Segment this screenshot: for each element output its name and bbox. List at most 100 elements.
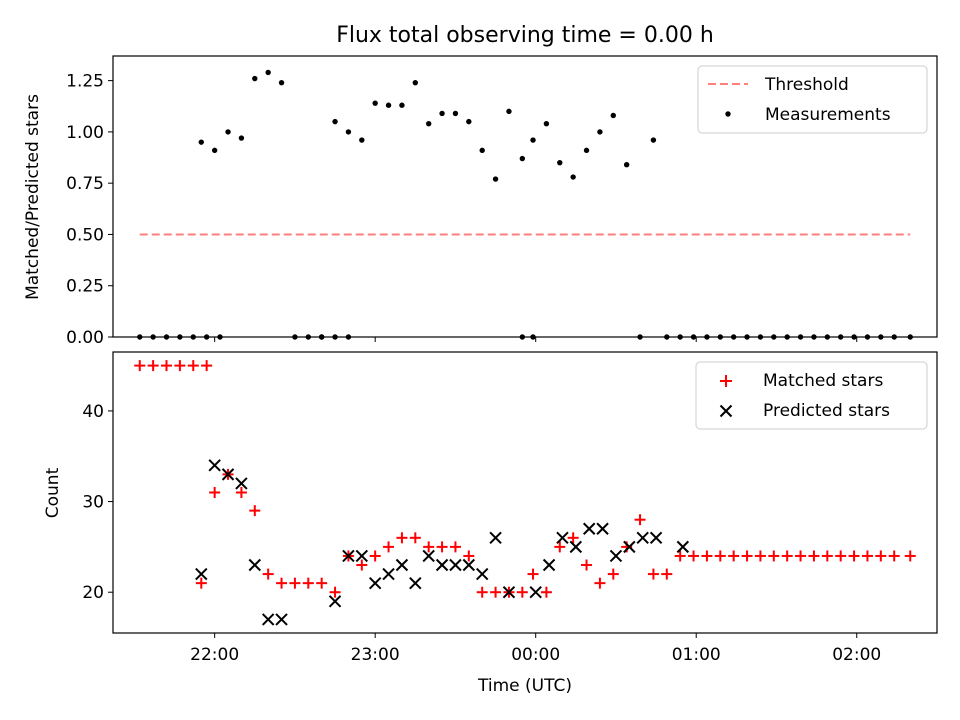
matched-star-point (567, 532, 579, 544)
x-axis-label: Time (UTC) (477, 676, 572, 696)
legend-measurements-label: Measurements (765, 105, 891, 125)
matched-star-point (316, 577, 328, 589)
measurement-point (452, 110, 459, 117)
predicted-star-point (449, 558, 462, 572)
measurement-point (623, 162, 630, 168)
measurement-point (332, 118, 338, 125)
predicted-star-mark-b (368, 576, 382, 590)
matched-star-point (540, 586, 552, 598)
bottom-y-axis: 20 30 40 (82, 402, 113, 603)
top-axes-frame (112, 55, 938, 338)
legend-predicted-label: Predicted stars (763, 401, 890, 421)
top-y-tick-label: 0.25 (66, 277, 104, 297)
matched-star-point (634, 514, 646, 526)
measurement-point (211, 147, 218, 154)
measurement-point (530, 137, 536, 143)
matched-star-point (209, 487, 221, 498)
predicted-star-mark-b (623, 540, 636, 554)
predicted-star-point (489, 531, 502, 545)
measurement-point (597, 129, 603, 135)
predicted-star-mark-b (609, 549, 623, 563)
matched-star-point (369, 550, 381, 562)
predicted-star-point (382, 567, 395, 581)
measurement-point (570, 174, 576, 180)
legend-matched-label: Matched stars (763, 371, 883, 391)
measurement-point (225, 129, 231, 135)
bottom-y-tick-label: 40 (82, 402, 104, 422)
matched-star-point (436, 541, 448, 553)
matched-star-point (781, 550, 793, 562)
measurement-point (278, 79, 285, 86)
matched-star-point (302, 577, 314, 589)
predicted-star-point (542, 558, 556, 572)
predicted-stars-series (195, 459, 690, 626)
measurement-point (359, 137, 365, 143)
predicted-star-mark-b (355, 549, 369, 563)
measurement-point (439, 110, 445, 117)
matched-star-point (174, 360, 186, 372)
matched-star-point (262, 568, 274, 580)
predicted-star-mark-b (569, 540, 583, 554)
matched-star-point (741, 550, 753, 562)
predicted-star-point (569, 540, 583, 554)
measurement-point (425, 120, 432, 127)
predicted-star-mark-b (489, 531, 502, 545)
predicted-star-point (556, 531, 569, 545)
matched-star-point (861, 550, 873, 562)
predicted-star-point (636, 531, 649, 545)
predicted-star-point (649, 531, 663, 545)
predicted-star-mark-b (195, 567, 208, 581)
matched-star-point (449, 541, 461, 553)
measurement-point (412, 79, 419, 86)
matched-star-point (808, 550, 820, 562)
measurement-point (583, 147, 590, 154)
matched-star-point (516, 586, 528, 598)
matched-star-point (423, 541, 435, 553)
predicted-star-mark-b (422, 549, 435, 563)
matched-star-point (728, 550, 740, 562)
predicted-star-point (596, 522, 609, 535)
matched-star-point (356, 559, 368, 571)
predicted-star-mark-b (328, 595, 342, 608)
chart-title: Flux total observing time = 0.00 h (336, 23, 714, 48)
predicted-star-point (435, 558, 449, 572)
top-y-axis: 0.00 0.25 0.50 0.75 1.00 1.25 (66, 72, 113, 348)
matched-star-point (289, 577, 301, 589)
predicted-star-point (529, 586, 542, 599)
predicted-star-mark-b (556, 531, 569, 545)
matched-star-point (195, 577, 207, 589)
matched-star-point (409, 532, 421, 544)
measurement-point (543, 120, 550, 127)
matched-star-point (147, 360, 159, 372)
predicted-star-mark-b (261, 613, 275, 626)
bottom-y-axis-label: Count (43, 467, 63, 518)
matched-star-point (594, 577, 606, 589)
top-legend: Threshold Measurements (697, 65, 928, 134)
predicted-star-point (235, 477, 248, 490)
matched-star-point (768, 550, 780, 562)
predicted-star-point (342, 549, 355, 563)
matched-star-point (527, 568, 539, 580)
predicted-star-mark-b (542, 558, 556, 572)
bottom-y-tick-label: 30 (82, 493, 104, 513)
bottom-panel: 20 30 40 22:00 23:00 00:00 01:00 02:00 Count T… (43, 351, 938, 696)
bottom-y-tick-label: 20 (82, 583, 104, 603)
predicted-star-point (275, 613, 288, 626)
matched-star-point (647, 568, 659, 580)
matched-star-point (276, 577, 288, 589)
legend-threshold-label: Threshold (764, 75, 849, 95)
top-y-axis-label: Matched/Predicted stars (23, 94, 43, 300)
bottom-x-tick-label: 23:00 (351, 645, 400, 665)
predicted-star-mark-b (435, 558, 449, 572)
measurement-point (385, 102, 392, 108)
matched-star-point (249, 505, 261, 517)
matched-star-point (201, 360, 213, 372)
predicted-star-point (609, 549, 623, 563)
bottom-legend: Matched stars Predicted stars (695, 361, 928, 430)
predicted-star-mark-b (382, 567, 395, 581)
matched-star-point (187, 360, 199, 372)
matched-star-point (795, 550, 807, 562)
bottom-x-tick-label: 02:00 (832, 645, 881, 665)
predicted-star-mark-b (529, 586, 542, 599)
